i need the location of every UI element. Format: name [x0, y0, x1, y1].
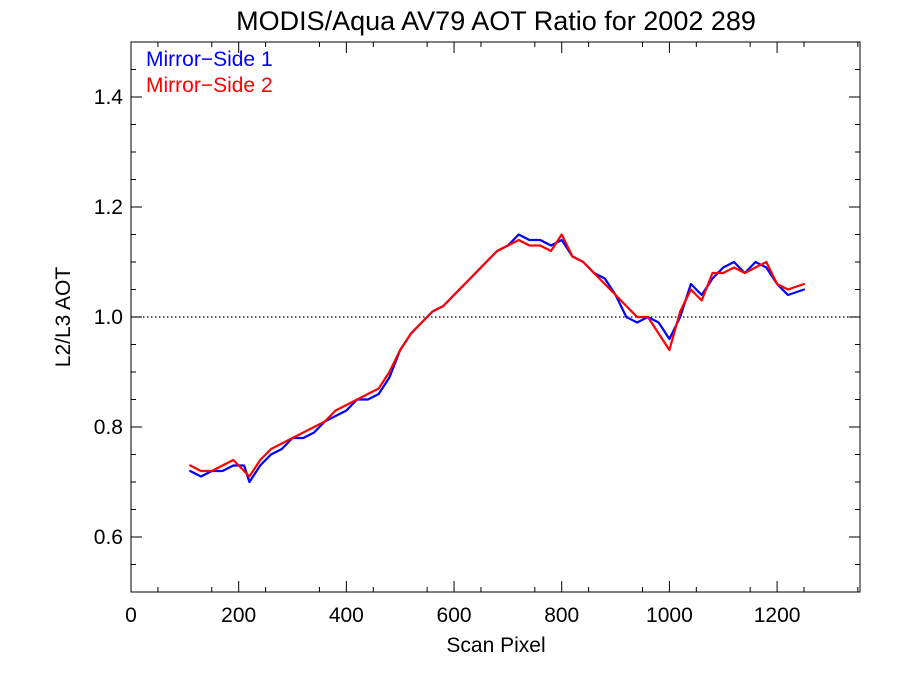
- x-tick-label: 400: [329, 604, 364, 627]
- x-tick-label: 1200: [754, 604, 801, 627]
- x-axis-label: Scan Pixel: [446, 634, 545, 657]
- axis-ticks: [130, 41, 860, 593]
- x-tick-label: 1000: [646, 604, 693, 627]
- y-tick-label: 0.6: [94, 526, 123, 549]
- legend: Mirror−Side 1 Mirror−Side 2: [146, 48, 273, 97]
- tick-labels: 0 200 400 600 800 1000 1200 0.6 0.8 1.0 1.2 1.4: [94, 86, 801, 627]
- y-tick-label: 1.4: [94, 86, 124, 109]
- series-line-1: [189, 233, 806, 484]
- x-tick-label: 200: [221, 604, 256, 627]
- y-tick-label: 1.2: [94, 196, 123, 219]
- chart-title: MODIS/Aqua AV79 AOT Ratio for 2002 289: [236, 6, 756, 36]
- y-tick-label: 1.0: [94, 306, 123, 329]
- legend-entry-1: Mirror−Side 1: [146, 48, 273, 71]
- x-tick-label: 0: [125, 604, 137, 627]
- y-tick-label: 0.8: [94, 416, 123, 439]
- series-layer: [189, 233, 806, 484]
- x-tick-label: 800: [544, 604, 579, 627]
- x-tick-label: 600: [437, 604, 472, 627]
- legend-entry-2: Mirror−Side 2: [146, 74, 273, 97]
- y-axis-label: L2/L3 AOT: [52, 267, 75, 368]
- series-line-2: [189, 233, 806, 478]
